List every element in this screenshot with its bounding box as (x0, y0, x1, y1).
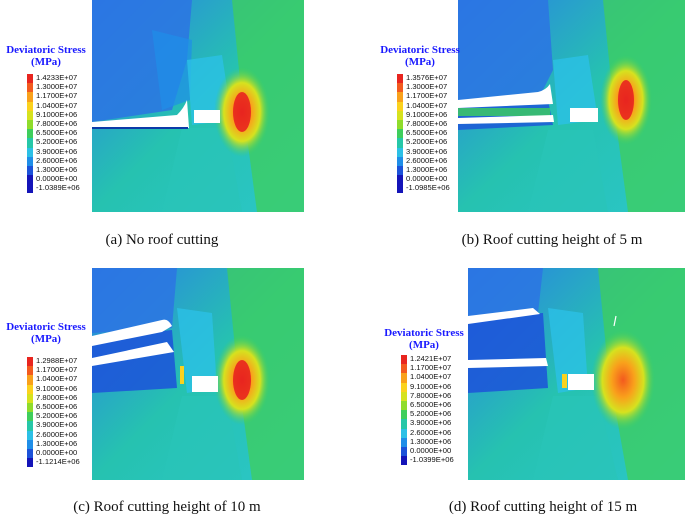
legend-label: 9.1000E+06 (36, 109, 78, 119)
legend-label: 7.8000E+06 (36, 392, 78, 402)
legend-label: 6.5000E+06 (36, 401, 78, 411)
legend-title-c: Deviatoric Stress (MPa) (0, 321, 92, 345)
legend-label: -1.0399E+06 (410, 455, 454, 465)
legend-label: 5.2000E+06 (36, 137, 78, 147)
legend-title-line1: Deviatoric Stress (380, 44, 460, 56)
contour-plot-d (468, 268, 685, 480)
legend-label: 9.1000E+06 (406, 109, 448, 119)
legend-label: 6.5000E+06 (36, 128, 78, 138)
legend-label: 1.0400E+07 (410, 372, 452, 382)
contour-plot-a (92, 0, 304, 212)
legend-label: 2.6000E+06 (36, 429, 78, 439)
caption-a: (a) No roof cutting (105, 232, 219, 248)
legend-label: 3.9000E+06 (36, 146, 78, 156)
legend-label: 1.3576E+07 (406, 73, 448, 82)
legend-label: 5.2000E+06 (410, 409, 452, 419)
legend-label: 3.9000E+06 (410, 418, 452, 428)
legend-label: 0.0000E+00 (410, 445, 452, 455)
legend-label: 3.9000E+06 (406, 146, 448, 156)
legend-label: 1.1700E+07 (36, 91, 78, 101)
legend-label: 9.1000E+06 (410, 381, 452, 391)
legend-label: 2.6000E+06 (406, 155, 448, 165)
legend-label: 1.0400E+07 (36, 100, 78, 110)
legend-label: -1.0985E+06 (406, 183, 450, 193)
legend-label: 1.3000E+06 (36, 438, 78, 448)
legend-label: 2.6000E+06 (410, 427, 452, 437)
legend-label: 1.1700E+07 (406, 91, 448, 101)
legend-label: -1.1214E+06 (36, 457, 80, 467)
legend-title-line1: Deviatoric Stress (384, 327, 464, 339)
legend-label: 7.8000E+06 (406, 118, 448, 128)
legend-label: 7.8000E+06 (410, 390, 452, 400)
legend-label: 0.0000E+00 (36, 447, 78, 457)
legend-label: 6.5000E+06 (410, 399, 452, 409)
legend-title-d: Deviatoric Stress (MPa) (378, 327, 470, 351)
legend-label: 1.4233E+07 (36, 73, 78, 82)
legend-label: 1.3000E+07 (36, 82, 78, 92)
legend-title-line1: Deviatoric Stress (6, 321, 86, 333)
legend-title-line2: (MPa) (31, 56, 61, 68)
legend-title-a: Deviatoric Stress (MPa) (0, 44, 92, 68)
legend-label: 5.2000E+06 (36, 411, 78, 421)
legend-label: 1.1700E+07 (36, 365, 78, 375)
caption-d: (d) Roof cutting height of 15 m (448, 499, 638, 515)
caption-b: (b) Roof cutting height of 5 m (461, 232, 643, 248)
legend-label: 1.2421E+07 (410, 354, 452, 363)
legend-title-line2: (MPa) (405, 56, 435, 68)
legend-label: 1.3000E+06 (36, 164, 78, 174)
legend-title-line2: (MPa) (409, 339, 439, 351)
legend-label: 2.6000E+06 (36, 155, 78, 165)
legend-label: 1.2988E+07 (36, 356, 78, 365)
legend-label: 1.0400E+07 (406, 100, 448, 110)
contour-plot-c (92, 268, 304, 480)
legend-title-line2: (MPa) (31, 333, 61, 345)
legend-title-b: Deviatoric Stress (MPa) (374, 44, 466, 68)
legend-label: 0.0000E+00 (406, 174, 448, 184)
legend-label: 1.3000E+07 (406, 82, 448, 92)
legend-label: 1.0400E+07 (36, 374, 78, 384)
caption-c: (c) Roof cutting height of 10 m (73, 499, 261, 515)
legend-label: 6.5000E+06 (406, 128, 448, 138)
legend-label: 1.1700E+07 (410, 363, 452, 373)
legend-title-line1: Deviatoric Stress (6, 44, 86, 56)
legend-label: -1.0389E+06 (36, 183, 80, 193)
legend-label: 3.9000E+06 (36, 420, 78, 430)
legend-label: 7.8000E+06 (36, 118, 78, 128)
contour-plot-b (458, 0, 685, 212)
legend-label: 1.3000E+06 (406, 164, 448, 174)
legend-label: 1.3000E+06 (410, 436, 452, 446)
legend-label: 5.2000E+06 (406, 137, 448, 147)
legend-label: 9.1000E+06 (36, 383, 78, 393)
legend-label: 0.0000E+00 (36, 174, 78, 184)
